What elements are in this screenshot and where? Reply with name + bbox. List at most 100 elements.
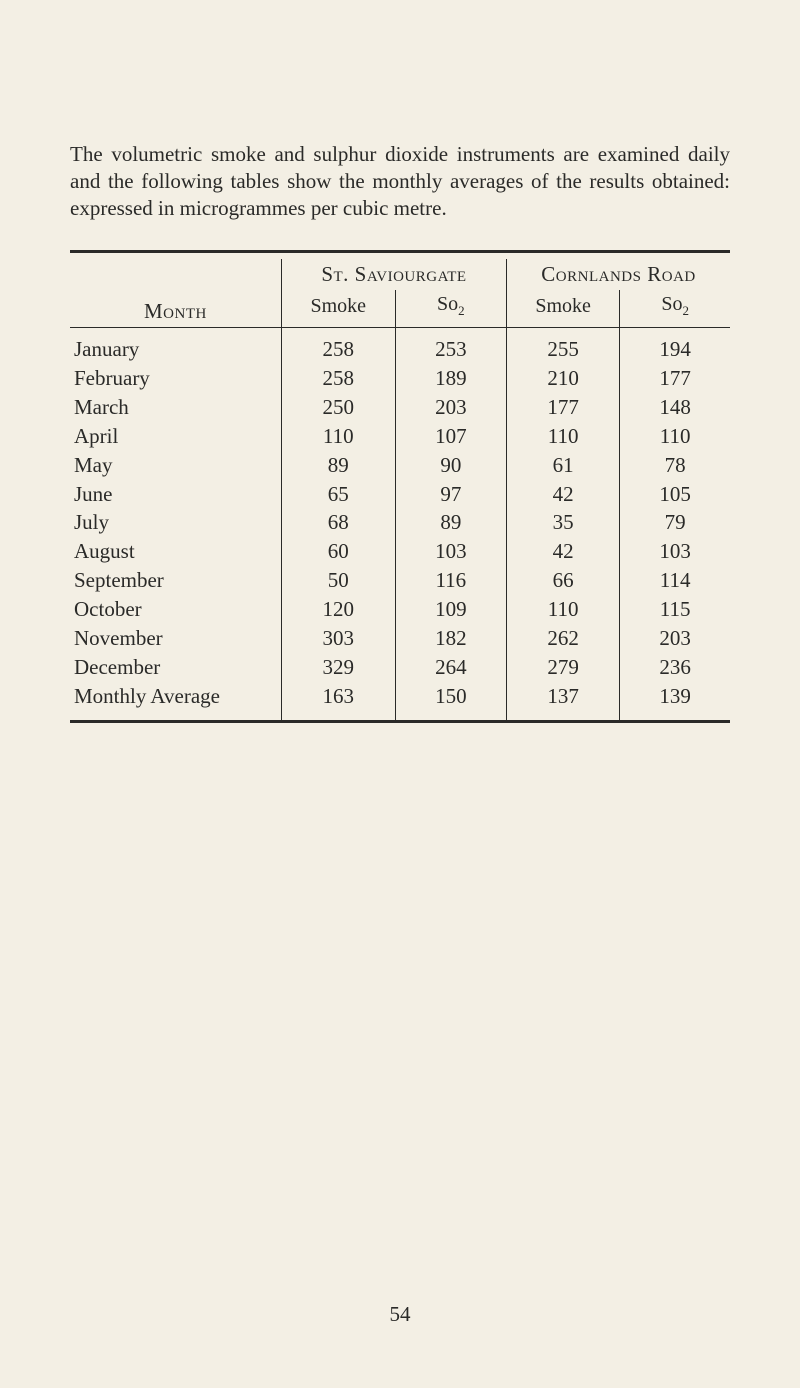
intro-paragraph: The volumetric smoke and sulphur dioxide… xyxy=(70,141,730,222)
table-row: November303182262203 xyxy=(70,624,730,653)
sav-so2-cell: 203 xyxy=(395,393,506,422)
month-cell: October xyxy=(70,595,281,624)
so2-subscript: 2 xyxy=(458,303,465,318)
table-row: Monthly Average 163150137139 xyxy=(70,682,730,720)
month-label: January xyxy=(74,336,139,363)
sav-smoke-cell: 258 xyxy=(281,364,395,393)
corn-smoke-cell: 255 xyxy=(507,328,620,364)
corn-smoke-cell: 66 xyxy=(507,566,620,595)
sav-so2-cell: 116 xyxy=(395,566,506,595)
corn-so2-cell: 148 xyxy=(620,393,730,422)
corn-smoke-cell: 177 xyxy=(507,393,620,422)
sav-so2-cell: 97 xyxy=(395,480,506,509)
col-header-group-saviourgate: St. Saviourgate xyxy=(281,259,506,290)
corn-smoke-cell: 210 xyxy=(507,364,620,393)
month-cell: Monthly Average xyxy=(70,682,281,720)
col-header-corn-so2: So2 xyxy=(620,290,730,328)
pollution-table: Month St. Saviourgate Cornlands Road Smo… xyxy=(70,259,730,720)
month-label: November xyxy=(74,625,163,652)
sav-smoke-cell: 163 xyxy=(281,682,395,720)
so2-label: So xyxy=(437,293,458,315)
corn-so2-cell: 177 xyxy=(620,364,730,393)
month-label: Monthly Average xyxy=(74,683,220,710)
col-header-corn-smoke: Smoke xyxy=(507,290,620,328)
sav-so2-cell: 253 xyxy=(395,328,506,364)
table-row: September 5011666114 xyxy=(70,566,730,595)
month-cell: August xyxy=(70,537,281,566)
month-cell: September xyxy=(70,566,281,595)
month-cell: January xyxy=(70,328,281,364)
month-label: October xyxy=(74,596,142,623)
sav-smoke-cell: 50 xyxy=(281,566,395,595)
corn-so2-cell: 78 xyxy=(620,451,730,480)
month-label: May xyxy=(74,452,113,479)
corn-so2-cell: 203 xyxy=(620,624,730,653)
month-label: September xyxy=(74,567,164,594)
sav-smoke-cell: 110 xyxy=(281,422,395,451)
table-row: July68893579 xyxy=(70,508,730,537)
corn-smoke-cell: 42 xyxy=(507,537,620,566)
sav-so2-cell: 264 xyxy=(395,653,506,682)
pollution-table-wrap: Month St. Saviourgate Cornlands Road Smo… xyxy=(70,250,730,723)
col-header-sav-smoke: Smoke xyxy=(281,290,395,328)
sav-smoke-cell: 120 xyxy=(281,595,395,624)
sav-so2-cell: 90 xyxy=(395,451,506,480)
corn-smoke-cell: 42 xyxy=(507,480,620,509)
table-row: May 89906178 xyxy=(70,451,730,480)
corn-smoke-cell: 61 xyxy=(507,451,620,480)
so2-subscript: 2 xyxy=(682,303,689,318)
corn-so2-cell: 105 xyxy=(620,480,730,509)
table-head: Month St. Saviourgate Cornlands Road Smo… xyxy=(70,259,730,328)
month-cell: April xyxy=(70,422,281,451)
header-row-groups: Month St. Saviourgate Cornlands Road xyxy=(70,259,730,290)
month-cell: March xyxy=(70,393,281,422)
month-label: December xyxy=(74,654,160,681)
so2-label: So xyxy=(661,293,682,315)
month-label: April xyxy=(74,423,118,450)
table-row: January 258253255194 xyxy=(70,328,730,364)
page-number: 54 xyxy=(0,1301,800,1328)
corn-so2-cell: 139 xyxy=(620,682,730,720)
sav-smoke-cell: 65 xyxy=(281,480,395,509)
month-cell: December xyxy=(70,653,281,682)
month-label: August xyxy=(74,538,135,565)
month-cell: June xyxy=(70,480,281,509)
corn-so2-cell: 114 xyxy=(620,566,730,595)
sav-so2-cell: 107 xyxy=(395,422,506,451)
corn-so2-cell: 194 xyxy=(620,328,730,364)
table-body: January258253255194February258189210177M… xyxy=(70,328,730,720)
corn-smoke-cell: 262 xyxy=(507,624,620,653)
sav-so2-cell: 189 xyxy=(395,364,506,393)
month-label: February xyxy=(74,365,150,392)
sav-so2-cell: 103 xyxy=(395,537,506,566)
table-row: June 659742105 xyxy=(70,480,730,509)
month-cell: February xyxy=(70,364,281,393)
corn-so2-cell: 103 xyxy=(620,537,730,566)
sav-smoke-cell: 258 xyxy=(281,328,395,364)
table-row: August6010342103 xyxy=(70,537,730,566)
month-label: June xyxy=(74,481,113,508)
sav-so2-cell: 109 xyxy=(395,595,506,624)
sav-so2-cell: 89 xyxy=(395,508,506,537)
corn-smoke-cell: 35 xyxy=(507,508,620,537)
corn-so2-cell: 79 xyxy=(620,508,730,537)
sav-smoke-cell: 250 xyxy=(281,393,395,422)
month-label: March xyxy=(74,394,129,421)
table-row: April110107110110 xyxy=(70,422,730,451)
month-cell: May xyxy=(70,451,281,480)
sav-so2-cell: 150 xyxy=(395,682,506,720)
col-header-sav-so2: So2 xyxy=(395,290,506,328)
sav-so2-cell: 182 xyxy=(395,624,506,653)
sav-smoke-cell: 68 xyxy=(281,508,395,537)
corn-smoke-cell: 137 xyxy=(507,682,620,720)
corn-so2-cell: 110 xyxy=(620,422,730,451)
corn-so2-cell: 236 xyxy=(620,653,730,682)
sav-smoke-cell: 89 xyxy=(281,451,395,480)
table-row: March 250203177148 xyxy=(70,393,730,422)
sav-smoke-cell: 60 xyxy=(281,537,395,566)
table-row: October120109110115 xyxy=(70,595,730,624)
document-page: The volumetric smoke and sulphur dioxide… xyxy=(0,0,800,1388)
table-row: December329264279236 xyxy=(70,653,730,682)
corn-smoke-cell: 279 xyxy=(507,653,620,682)
col-header-group-cornlands: Cornlands Road xyxy=(507,259,730,290)
